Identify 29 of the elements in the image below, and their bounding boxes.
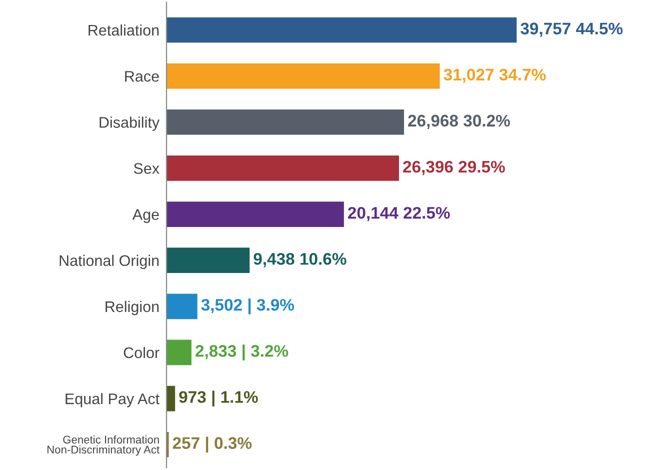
bar: [166, 156, 399, 181]
data-label: 2,833 | 3.2%: [196, 344, 288, 360]
data-label: 9,438 10.6%: [254, 253, 346, 268]
bar: [166, 386, 176, 412]
data-label: 20,144 22.5%: [348, 206, 450, 222]
y-tick-label: Genetic Information Non-Discriminatory Act: [47, 435, 160, 456]
y-tick-label: Age: [132, 209, 159, 223]
data-label: 973 | 1.1%: [179, 390, 258, 406]
bar: [166, 17, 517, 43]
data-label: 257 | 0.3%: [172, 436, 252, 453]
data-label: 26,396 29.5%: [403, 160, 505, 176]
bar: [166, 248, 250, 274]
bar: [166, 294, 198, 320]
y-tick-label: Sex: [134, 163, 160, 174]
y-tick-label: National Origin: [60, 254, 159, 270]
data-label: 31,027 34.7%: [444, 68, 546, 83]
bar: [166, 340, 192, 366]
y-tick-label: Race: [125, 71, 159, 82]
y-tick-label: Retaliation: [88, 24, 159, 36]
data-label: 26,968 30.2%: [408, 114, 510, 130]
data-label: 39,757 44.5%: [520, 22, 623, 37]
y-tick-label: Equal Pay Act: [66, 393, 160, 408]
y-tick-label: Disability: [100, 116, 160, 131]
bar: [166, 202, 344, 227]
bar: [166, 63, 440, 89]
y-tick-label: Color: [124, 346, 160, 358]
bar: [166, 109, 404, 135]
data-label: 3,502 | 3.9%: [201, 298, 294, 314]
y-tick-label: Religion: [106, 300, 159, 316]
